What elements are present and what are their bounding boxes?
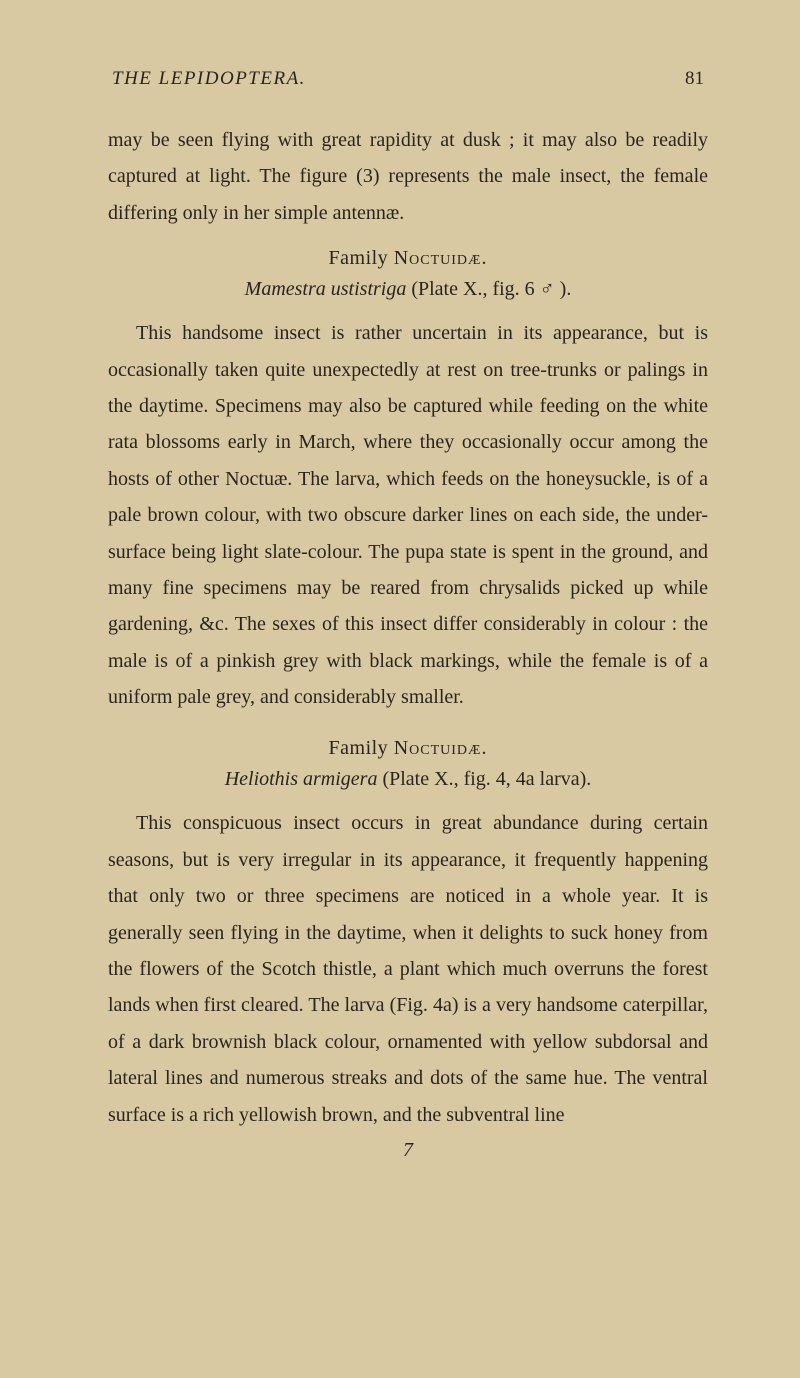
family-heading-2: Family Noctuidæ. xyxy=(108,737,708,760)
paragraph-species-1: This handsome insect is rather uncertain… xyxy=(108,315,708,715)
family-name: Noctuidæ. xyxy=(394,247,488,269)
species-reference: (Plate X., fig. 6 ♂ ). xyxy=(406,278,571,300)
signature-number: 7 xyxy=(108,1139,708,1162)
page-header: THE LEPIDOPTERA. 81 xyxy=(108,68,708,90)
family-name: Noctuidæ. xyxy=(394,737,488,759)
running-title: THE LEPIDOPTERA. xyxy=(112,68,306,90)
family-label: Family xyxy=(329,247,394,269)
species-reference: (Plate X., fig. 4, 4a larva). xyxy=(377,768,591,790)
species-binomial: Mamestra ustistriga xyxy=(245,278,407,300)
species-binomial: Heliothis armigera xyxy=(225,768,378,790)
family-heading-1: Family Noctuidæ. xyxy=(108,247,708,270)
page-number: 81 xyxy=(685,68,704,90)
species-heading-1: Mamestra ustistriga (Plate X., fig. 6 ♂ … xyxy=(108,278,708,301)
species-heading-2: Heliothis armigera (Plate X., fig. 4, 4a… xyxy=(108,768,708,791)
paragraph-continuation: may be seen flying with great rapidity a… xyxy=(108,122,708,231)
family-label: Family xyxy=(329,737,394,759)
paragraph-species-2: This conspicuous insect occurs in great … xyxy=(108,805,708,1133)
